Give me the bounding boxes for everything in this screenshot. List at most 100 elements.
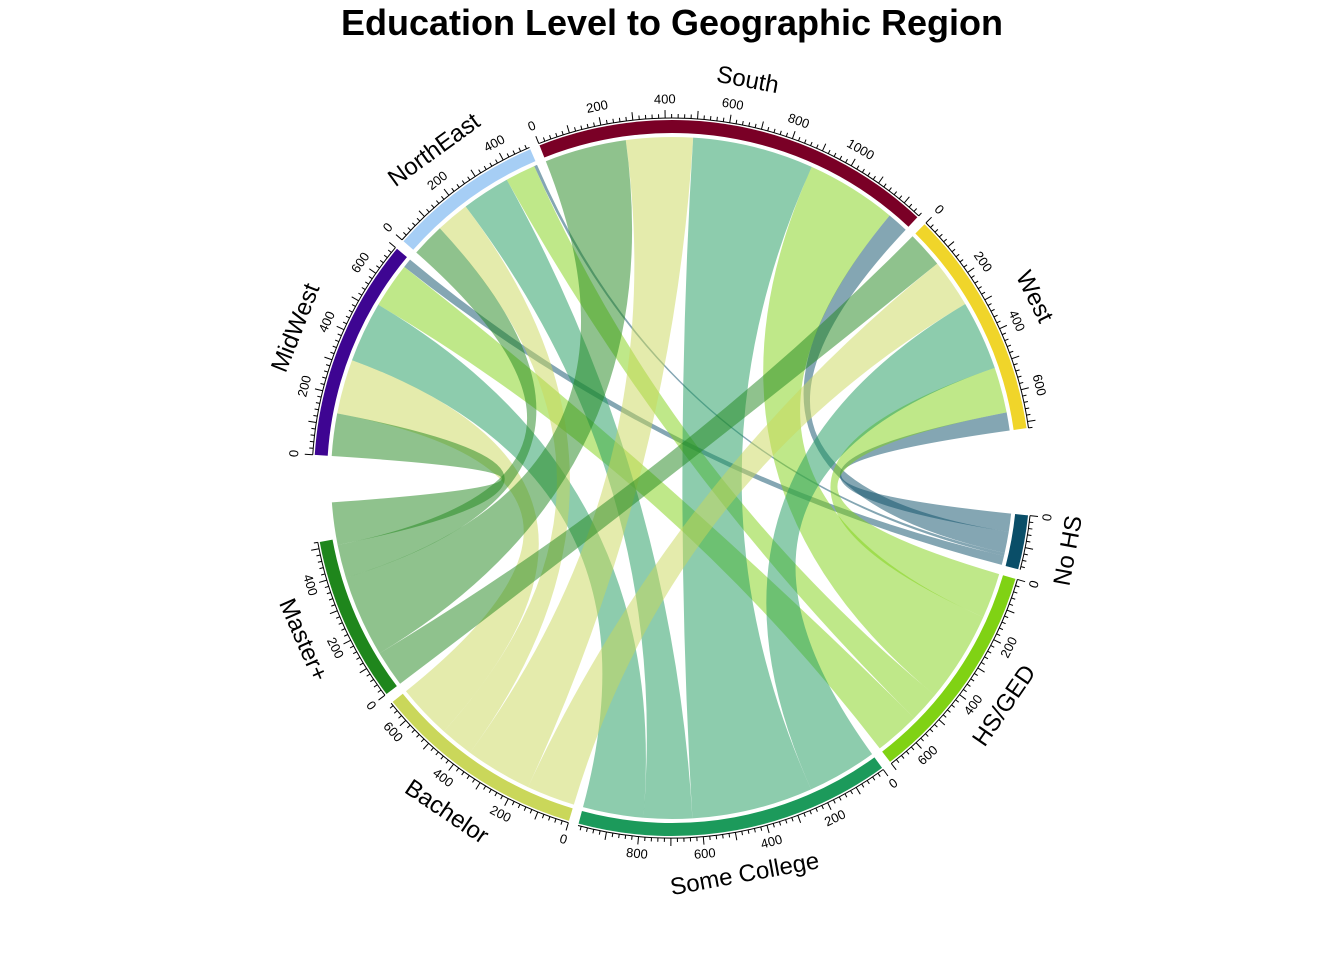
tick <box>1025 547 1034 550</box>
tick <box>370 678 374 683</box>
tick <box>586 827 588 832</box>
sector-northeast <box>403 149 536 250</box>
tick <box>314 388 323 392</box>
link-hs-ged-to-south <box>763 166 984 696</box>
sector-label-some-college: Some College <box>668 847 821 901</box>
tick <box>366 673 371 677</box>
tick <box>984 656 989 660</box>
tick <box>348 309 353 313</box>
tick <box>827 149 831 154</box>
tick <box>967 267 975 273</box>
tick <box>925 216 932 224</box>
tick <box>974 672 978 676</box>
tick <box>760 121 764 130</box>
tick <box>343 639 351 645</box>
tick <box>560 820 563 825</box>
tick <box>624 834 627 840</box>
tick <box>1002 332 1007 336</box>
tick <box>855 787 861 795</box>
tick-label: 800 <box>786 110 811 131</box>
tick <box>966 683 971 687</box>
tick <box>308 420 317 424</box>
tick <box>1009 350 1014 354</box>
tick <box>918 212 922 217</box>
link-some-college-to-south <box>682 137 812 819</box>
tick-label: 400 <box>759 831 784 851</box>
tick <box>974 280 979 284</box>
tick <box>580 125 583 130</box>
tick <box>317 395 322 398</box>
tick <box>816 144 819 149</box>
chart-title: Education Level to Geographic Region <box>340 2 1004 43</box>
tick-label: 200 <box>324 635 347 661</box>
tick <box>461 180 465 185</box>
tick <box>702 836 705 845</box>
tick <box>1023 553 1028 556</box>
tick <box>359 668 367 674</box>
tick <box>939 233 943 238</box>
tick <box>548 816 551 821</box>
tick <box>343 634 349 637</box>
tick <box>955 699 960 703</box>
tick <box>779 130 782 135</box>
tick <box>1004 338 1009 342</box>
tick <box>1022 559 1027 562</box>
tick <box>376 265 380 269</box>
tick <box>920 737 924 742</box>
link-master-to-south <box>345 140 633 654</box>
tick <box>483 785 487 790</box>
tick <box>351 296 359 302</box>
tick <box>893 191 898 196</box>
tick <box>773 128 776 133</box>
tick <box>1026 413 1031 416</box>
link-some-college-to-northeast <box>465 179 693 820</box>
tick <box>990 308 995 312</box>
tick <box>387 249 392 253</box>
tick <box>422 743 430 750</box>
sector-label-south: South <box>714 61 781 99</box>
tick <box>524 144 527 149</box>
tick <box>379 259 384 264</box>
tick <box>541 814 545 819</box>
tick <box>934 229 939 233</box>
tick <box>319 567 324 570</box>
tick <box>882 769 889 777</box>
tick <box>534 811 539 820</box>
tick <box>323 370 329 373</box>
tick <box>1011 355 1020 360</box>
tick <box>1013 363 1018 366</box>
tick <box>910 746 915 751</box>
tick <box>426 208 430 213</box>
link-master-to-midwest <box>331 413 505 545</box>
tick <box>1019 381 1024 384</box>
tick <box>315 402 320 404</box>
tick <box>901 755 905 759</box>
tick <box>748 122 751 127</box>
tick <box>349 645 354 649</box>
tick <box>311 427 316 430</box>
tick <box>549 135 552 140</box>
tick <box>565 822 569 831</box>
tick <box>345 315 350 319</box>
tick <box>365 281 369 285</box>
tick <box>631 112 634 121</box>
tick <box>833 799 836 804</box>
sector-label-master: Master+ <box>273 595 333 686</box>
tick <box>888 187 892 192</box>
tick-label: 0 <box>932 201 948 217</box>
tick-label: 0 <box>380 220 396 235</box>
tick <box>313 541 318 544</box>
tick <box>1026 540 1031 543</box>
tick <box>598 117 602 126</box>
tick <box>915 742 922 749</box>
tick <box>586 123 589 129</box>
link-bachelor-to-west <box>527 263 966 805</box>
tick <box>566 125 570 134</box>
tick-label: 0 <box>526 118 538 135</box>
tick <box>977 667 985 673</box>
tick <box>959 259 964 263</box>
tick <box>451 187 455 192</box>
tick <box>1028 426 1033 429</box>
tick <box>815 807 818 812</box>
